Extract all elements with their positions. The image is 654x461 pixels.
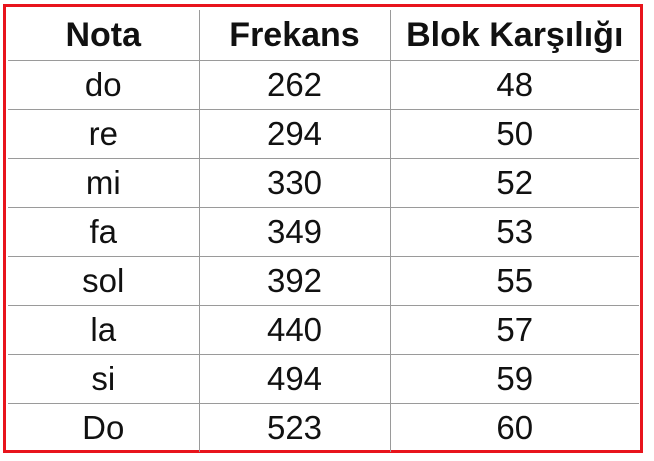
cell-nota: la bbox=[8, 305, 200, 355]
cell-frekans: 494 bbox=[198, 354, 391, 404]
cell-blok: 59 bbox=[389, 354, 639, 404]
cell-frekans: 392 bbox=[198, 256, 391, 306]
cell-nota: re bbox=[8, 109, 200, 159]
cell-nota: mi bbox=[8, 158, 200, 208]
header-blok-karsiligi: Blok Karşılığı bbox=[389, 10, 639, 61]
cell-nota: do bbox=[8, 60, 200, 110]
table-row: si 494 59 bbox=[8, 354, 639, 404]
cell-blok: 60 bbox=[389, 403, 639, 452]
cell-blok: 55 bbox=[389, 256, 639, 306]
cell-frekans: 262 bbox=[198, 60, 391, 110]
table-row: fa 349 53 bbox=[8, 207, 639, 257]
cell-frekans: 330 bbox=[198, 158, 391, 208]
header-nota: Nota bbox=[8, 10, 200, 61]
cell-frekans: 294 bbox=[198, 109, 391, 159]
table-frame: Nota Frekans Blok Karşılığı do 262 48 re… bbox=[3, 4, 643, 453]
table-row: do 262 48 bbox=[8, 60, 639, 110]
cell-blok: 48 bbox=[389, 60, 639, 110]
cell-nota: sol bbox=[8, 256, 200, 306]
cell-nota: fa bbox=[8, 207, 200, 257]
cell-frekans: 349 bbox=[198, 207, 391, 257]
cell-blok: 52 bbox=[389, 158, 639, 208]
table-row: la 440 57 bbox=[8, 305, 639, 355]
cell-blok: 53 bbox=[389, 207, 639, 257]
table-row: re 294 50 bbox=[8, 109, 639, 159]
cell-nota: si bbox=[8, 354, 200, 404]
cell-blok: 57 bbox=[389, 305, 639, 355]
cell-blok: 50 bbox=[389, 109, 639, 159]
note-frequency-table: Nota Frekans Blok Karşılığı do 262 48 re… bbox=[8, 10, 639, 452]
cell-frekans: 523 bbox=[198, 403, 391, 452]
cell-frekans: 440 bbox=[198, 305, 391, 355]
table-row: sol 392 55 bbox=[8, 256, 639, 306]
table-header-row: Nota Frekans Blok Karşılığı bbox=[8, 10, 639, 61]
header-frekans: Frekans bbox=[198, 10, 391, 61]
table-row: Do 523 60 bbox=[8, 403, 639, 452]
table-row: mi 330 52 bbox=[8, 158, 639, 208]
cell-nota: Do bbox=[8, 403, 200, 452]
